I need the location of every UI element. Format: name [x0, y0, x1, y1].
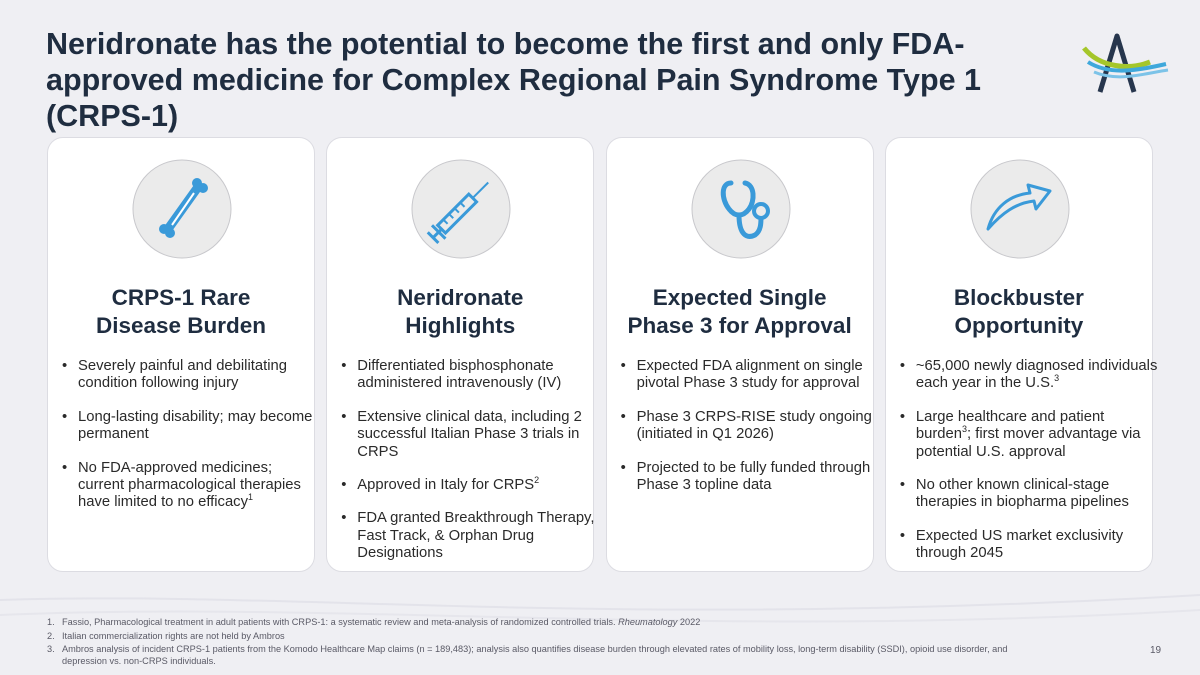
bullet: Long-lasting disability; may become perm…	[62, 409, 322, 444]
text: No FDA-approved medicines; current pharm…	[78, 459, 301, 511]
footnote-number: 3.	[47, 644, 55, 654]
slide-title: Neridronate has the potential to become …	[46, 27, 981, 133]
text: ; first mover advantage via potential U.…	[915, 426, 1141, 460]
footnote: 2. Italian commercialization rights are n…	[44, 631, 1024, 643]
card: Expected Single Phase 3 for ApprovalExpec…	[605, 137, 874, 572]
bullet: Approved in Italy for CRPS2	[341, 475, 601, 495]
card-icon	[970, 159, 1070, 259]
bullet-list: ~65,000 newly diagnosed individuals each…	[900, 358, 1160, 579]
card-icon	[691, 159, 791, 259]
bullet: Projected to be fully funded through Pha…	[621, 460, 881, 495]
superscript: 2	[534, 475, 540, 486]
card: NeridronateHighlightsDifferentiated bisp…	[326, 137, 594, 572]
bullet: Expected FDA alignment on single pivotal…	[621, 358, 881, 393]
heading-line: Expected Single	[652, 285, 827, 310]
bullet: ~65,000 newly diagnosed individuals each…	[900, 358, 1160, 393]
heading-line: Blockbuster	[953, 285, 1084, 310]
superscript: 3	[1054, 373, 1060, 384]
bullet: Extensive clinical data, including 2 suc…	[341, 409, 601, 461]
card-heading: CRPS-1 Rare Disease Burden	[48, 284, 314, 340]
text: 2022	[677, 617, 701, 627]
bullet-list: Severely painful and debilitating condit…	[62, 358, 322, 528]
bullet: Large healthcare and patient burden3; fi…	[900, 408, 1160, 461]
bullet: FDA granted Breakthrough Therapy, Fast T…	[341, 510, 601, 562]
footnote-number: 2.	[47, 630, 55, 641]
superscript: 1	[247, 492, 253, 503]
card-heading: Neridronate Highlights	[327, 284, 593, 340]
bullet: No FDA-approved medicines; current pharm…	[62, 459, 322, 512]
footnote: 3. Ambros analysis of incident CRPS-1 pat…	[44, 644, 1024, 667]
footnote-number: 1.	[47, 617, 55, 627]
text: Fassio, Pharmacological treatment in adu…	[62, 617, 619, 627]
text: Italian commercialization rights are not…	[62, 630, 285, 641]
heading-line: CRPS-1 Rare	[111, 285, 251, 310]
footnotes: 1. Fassio, Pharmacological treatment in a…	[44, 617, 1024, 669]
bullet-list: Differentiated bisphosphonate administer…	[341, 358, 601, 579]
logo	[1082, 33, 1169, 93]
card-heading: Expected Single Phase 3 for Approval	[607, 284, 873, 340]
bullet: Differentiated bisphosphonate administer…	[341, 358, 601, 393]
card-icon	[411, 159, 511, 259]
bullet: No other known clinical-stage therapies …	[900, 477, 1160, 512]
card-icon	[132, 159, 232, 259]
heading-line: Disease Burden	[95, 313, 267, 338]
heading-line: Phase 3 for Approval	[627, 313, 852, 338]
bullet-list: Expected FDA alignment on single pivotal…	[621, 358, 881, 510]
superscript: 3	[961, 424, 967, 435]
heading-line: Opportunity	[954, 313, 1084, 338]
card: Blockbuster Opportunity ~65,000 newly diag…	[884, 137, 1157, 572]
text: Ambros analysis of incident CRPS-1 patie…	[62, 644, 1008, 666]
text: Approved in Italy for CRPS	[357, 477, 535, 494]
heading-line: Highlights	[405, 313, 516, 338]
bullet: Expected US market exclusivity through 2…	[900, 528, 1160, 563]
footnote: 1. Fassio, Pharmacological treatment in a…	[44, 617, 1024, 629]
card-heading: Blockbuster Opportunity	[886, 284, 1152, 340]
bullet: Phase 3 CRPS-RISE study ongoing (initiat…	[621, 409, 881, 444]
text: Large healthcare and patient burden	[915, 408, 1105, 443]
bullet: Severely painful and debilitating condit…	[62, 358, 322, 393]
text: ~65,000 newly diagnosed individuals each…	[915, 358, 1158, 392]
heading-line: Neridronate	[397, 285, 524, 310]
italic-text: Rheumatology	[618, 617, 678, 627]
page-number: 19	[1150, 645, 1162, 656]
